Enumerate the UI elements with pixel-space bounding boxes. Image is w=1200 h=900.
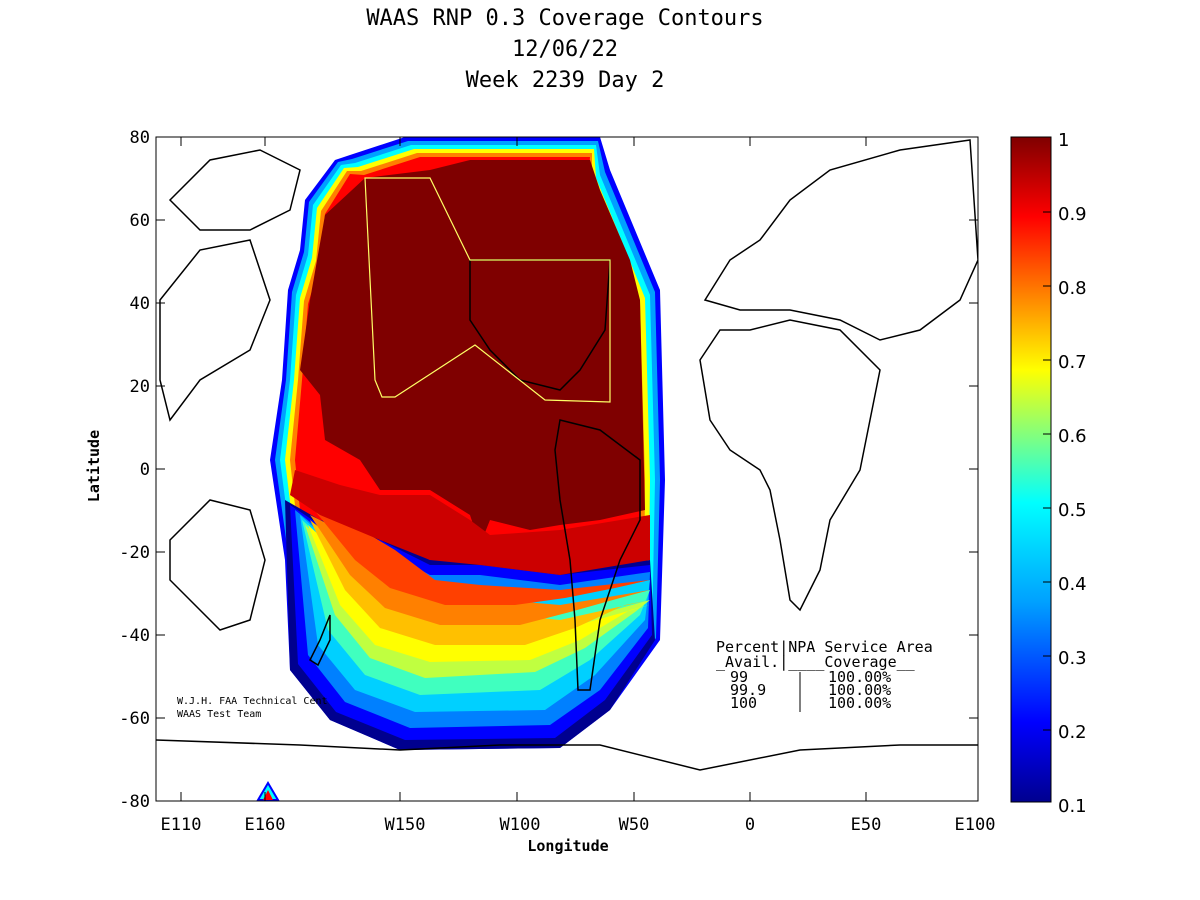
y-tick-label: 0 [140, 460, 150, 480]
eurasia-outline [703, 139, 978, 341]
x-tick-label: W150 [385, 815, 426, 835]
colorbar-ticks [1043, 211, 1051, 731]
y-tick-label: -60 [119, 709, 150, 729]
colorbar-label: 0.4 [1058, 574, 1087, 595]
table-header-1: Percent|NPA Service Area [716, 638, 933, 656]
siberia-outline [168, 149, 301, 231]
title-line-3: Week 2239 Day 2 [465, 68, 665, 93]
table-avail: 99 [730, 668, 748, 686]
x-tick-label: E50 [851, 815, 882, 835]
colorbar-label: 0.1 [1058, 796, 1087, 817]
table-header-2: _Avail.|____Coverage__ [716, 653, 916, 671]
service-area-boundary [364, 177, 611, 403]
y-tick-label: -40 [119, 626, 150, 646]
y-tick-label: -80 [119, 792, 150, 812]
title-line-1: WAAS RNP 0.3 Coverage Contours [366, 6, 764, 31]
colorbar-label: 1 [1058, 130, 1069, 151]
colorbar-label: 0.6 [1058, 426, 1087, 447]
australia-outline [169, 499, 266, 631]
colorbar-label: 0.2 [1058, 722, 1087, 743]
colorbar-label: 0.5 [1058, 500, 1087, 521]
y-tick-label: -20 [119, 543, 150, 563]
table-avail: 100 [730, 694, 757, 712]
y-tick-label: 20 [130, 377, 150, 397]
credit-line-2: WAAS Test Team [177, 709, 261, 720]
y-tick-marks [156, 219, 978, 719]
antarctica-outline [156, 739, 978, 771]
table-coverage: 100.00% [828, 681, 891, 699]
x-tick-label: E160 [245, 815, 286, 835]
x-tick-label: E110 [161, 815, 202, 835]
south-america-outline [554, 419, 641, 691]
africa-outline [699, 319, 881, 612]
colorbar-label: 0.3 [1058, 648, 1087, 669]
colorbar [1010, 136, 1052, 803]
y-axis-label: Latitude [85, 430, 103, 502]
colorbar-label: 0.9 [1058, 204, 1087, 225]
x-tick-marks [180, 137, 979, 801]
x-tick-label: E100 [955, 815, 996, 835]
colorbar-label: 0.8 [1058, 278, 1087, 299]
table-coverage: 100.00% [828, 668, 891, 686]
credit-line-1: W.J.H. FAA Technical Cent [177, 696, 328, 707]
title-line-2: 12/06/22 [512, 37, 618, 62]
north-america-outline [469, 259, 611, 391]
y-tick-label: 60 [130, 211, 150, 231]
coverage-contours [270, 137, 665, 750]
colorbar-label: 0.7 [1058, 352, 1087, 373]
coastlines [156, 139, 978, 771]
asia-east-outline [159, 239, 271, 422]
x-axis-label: Longitude [527, 837, 608, 855]
y-tick-label: 40 [130, 294, 150, 314]
coverage-table: Percent|NPA Service Area _Avail.|____Cov… [716, 638, 933, 712]
table-avail: 99.9 [730, 681, 766, 699]
x-tick-label: W50 [619, 815, 650, 835]
new-zealand-outline [309, 614, 331, 667]
table-coverage: 100.00% [828, 694, 891, 712]
x-tick-label: W100 [500, 815, 541, 835]
y-tick-label: 80 [130, 128, 150, 148]
x-tick-label: 0 [745, 815, 755, 835]
